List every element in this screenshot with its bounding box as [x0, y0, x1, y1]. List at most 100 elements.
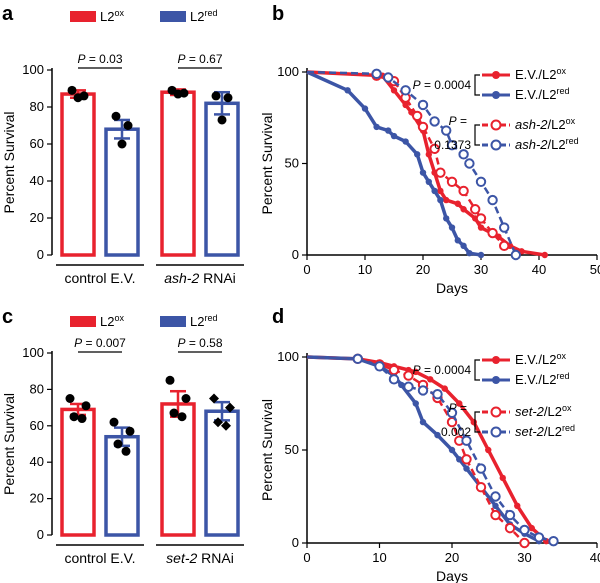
y-tick-label: 0 [37, 247, 44, 262]
curve-marker [443, 196, 450, 204]
y-tick-label: 20 [30, 210, 44, 225]
curve-marker [402, 101, 409, 109]
legend-label-1: E.V./L2red [515, 86, 569, 102]
y-tick-label: 0 [292, 535, 299, 550]
curve-marker [490, 509, 501, 521]
data-point [111, 111, 121, 121]
stats-bracket [474, 74, 480, 96]
y-tick-label: 100 [22, 345, 44, 360]
curve-marker [443, 215, 450, 222]
data-point [209, 393, 219, 404]
curve-marker [429, 116, 440, 127]
legend-label-red: L2red [190, 8, 217, 24]
data-point [125, 426, 135, 436]
data-point [169, 408, 179, 418]
curve-marker [456, 400, 463, 407]
legend-marker [490, 406, 502, 418]
y-tick-label: 0 [292, 247, 299, 262]
curve-marker [352, 353, 363, 365]
curve-marker [485, 446, 492, 454]
x-axis-label: Days [436, 280, 468, 296]
curve-marker [446, 176, 458, 188]
curve-marker [361, 105, 369, 112]
curve-marker [454, 200, 461, 207]
curve-marker [419, 169, 427, 176]
curve-marker [519, 524, 530, 536]
curve-marker [475, 176, 487, 188]
curve-marker [461, 435, 472, 446]
legend-swatch-red [160, 316, 186, 327]
x-tick-label: 30 [474, 262, 488, 277]
x-tick-label: 20 [445, 550, 459, 565]
curve-marker [499, 240, 510, 252]
p-value-label: P = [449, 401, 467, 415]
curve-marker [431, 187, 438, 195]
bar-a-1-L2ox [160, 90, 196, 257]
data-point [217, 115, 227, 125]
curve-marker [470, 204, 481, 215]
curve-marker [373, 123, 380, 131]
legend-label-3: ash-2/L2red [515, 136, 579, 152]
curve-marker [458, 149, 469, 160]
x-tick-label: 20 [416, 262, 430, 277]
data-point [65, 394, 75, 403]
p-value-label: P = [449, 114, 467, 128]
legend-marker [492, 71, 500, 79]
y-tick-label: 40 [30, 173, 44, 188]
data-point [117, 139, 127, 149]
bar-c-0-L2ox [60, 407, 96, 537]
curve-marker [470, 418, 477, 426]
curve-marker [463, 465, 470, 472]
curve-marker [448, 224, 456, 231]
survival-curve-d-1 [306, 355, 540, 543]
panel-label-c: c [2, 306, 13, 328]
data-point [173, 89, 183, 99]
data-point [181, 394, 191, 403]
group-label: ash-2 RNAi [164, 270, 236, 286]
bar-a-0-L2ox [60, 92, 96, 257]
legend-marker [490, 119, 502, 131]
stats-bracket [474, 124, 480, 146]
curve-marker [344, 87, 351, 94]
curve-marker [385, 127, 392, 134]
curve-marker [487, 227, 498, 239]
legend-swatch-ox [70, 11, 96, 22]
panel-label-d: d [272, 306, 284, 328]
curve-marker [412, 368, 419, 376]
y-axis-label: Percent Survival [259, 113, 275, 215]
x-tick-label: 30 [517, 550, 531, 565]
curve-marker [419, 418, 427, 426]
curve-marker [417, 121, 429, 133]
panel-label-b: b [272, 3, 284, 25]
curve-marker [371, 68, 382, 80]
curve-marker [475, 482, 487, 493]
curve-marker [400, 85, 411, 96]
curve-marker [477, 251, 485, 259]
y-tick-label: 20 [30, 491, 44, 506]
y-tick-label: 100 [277, 64, 299, 79]
x-tick-label: 50 [590, 262, 600, 277]
curve-marker [390, 87, 398, 94]
curve-marker [427, 376, 434, 383]
p-value-label: P = 0.0004 [413, 363, 472, 377]
p-value-number: 0.1373 [434, 138, 471, 152]
data-point [211, 91, 221, 101]
group-label: set-2 RNAi [166, 550, 234, 566]
curve-marker [492, 502, 499, 509]
data-point [213, 417, 223, 428]
curve-marker [464, 158, 475, 169]
curve-marker [437, 196, 444, 204]
x-tick-label: 40 [532, 262, 546, 277]
data-point [113, 439, 123, 449]
curve-marker [514, 502, 521, 509]
curve-marker [528, 524, 535, 532]
x-tick-label: 0 [303, 550, 310, 565]
y-tick-label: 40 [30, 454, 44, 469]
legend-label-2: ash-2/L2ox [515, 116, 576, 132]
curve-marker [475, 213, 487, 224]
curve-marker [388, 374, 400, 385]
data-point [221, 420, 231, 431]
p-value-label: P = 0.007 [74, 336, 126, 350]
y-axis-label: Percent Survival [1, 393, 17, 495]
